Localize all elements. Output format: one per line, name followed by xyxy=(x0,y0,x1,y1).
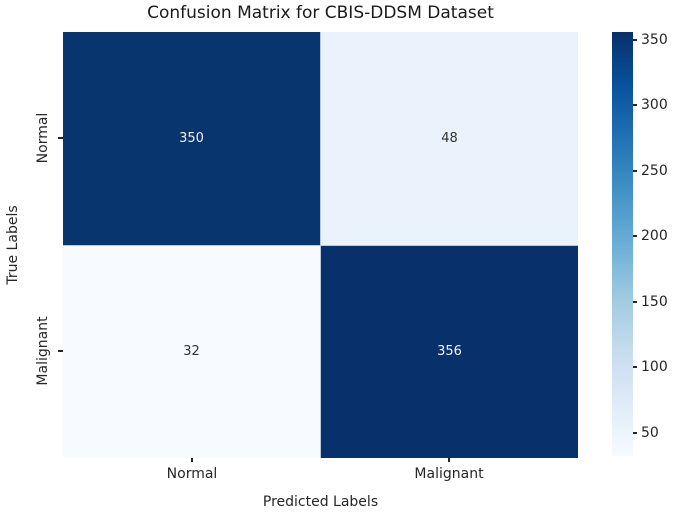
y-tick-label-normal: Normal xyxy=(35,112,51,164)
colorbar-tick-mark-200 xyxy=(633,235,637,237)
colorbar-tick-label-50: 50 xyxy=(641,425,659,441)
heatmap-grid: 350 48 32 356 xyxy=(63,32,578,458)
x-axis-label: Predicted Labels xyxy=(262,494,379,510)
x-tick-label-malignant: Malignant xyxy=(414,466,484,482)
y-tick-mark-malignant xyxy=(58,350,63,352)
heatmap-cell-true-malignant-pred-malignant: 356 xyxy=(321,245,578,458)
y-tick-label-malignant: Malignant xyxy=(35,316,51,386)
colorbar-tick-label-300: 300 xyxy=(641,97,668,113)
y-axis-label: True Labels xyxy=(5,205,21,285)
colorbar-tick-mark-250 xyxy=(633,170,637,172)
cell-value: 48 xyxy=(441,130,458,146)
colorbar-tick-mark-50 xyxy=(633,432,637,434)
colorbar-gradient xyxy=(612,32,633,456)
cell-value: 32 xyxy=(183,344,200,360)
colorbar-tick-mark-350 xyxy=(633,39,637,41)
cell-value: 356 xyxy=(437,344,462,360)
colorbar-tick-label-250: 250 xyxy=(641,163,668,179)
x-tick-label-normal: Normal xyxy=(166,466,218,482)
colorbar-tick-label-350: 350 xyxy=(641,32,668,48)
x-tick-mark-malignant xyxy=(448,458,450,462)
colorbar-tick-label-200: 200 xyxy=(641,228,668,244)
chart-title: Confusion Matrix for CBIS-DDSM Dataset xyxy=(147,3,494,23)
colorbar-tick-mark-100 xyxy=(633,366,637,368)
cell-value: 350 xyxy=(179,130,204,146)
colorbar-tick-label-150: 150 xyxy=(641,294,668,310)
heatmap-cell-true-malignant-pred-normal: 32 xyxy=(63,245,320,458)
heatmap-cell-true-normal-pred-malignant: 48 xyxy=(321,32,578,245)
y-tick-mark-normal xyxy=(58,137,63,139)
heatmap-cell-true-normal-pred-normal: 350 xyxy=(63,32,320,245)
x-tick-mark-normal xyxy=(191,458,193,462)
colorbar-tick-label-100: 100 xyxy=(641,359,668,375)
colorbar-tick-mark-300 xyxy=(633,104,637,106)
colorbar-tick-mark-150 xyxy=(633,301,637,303)
